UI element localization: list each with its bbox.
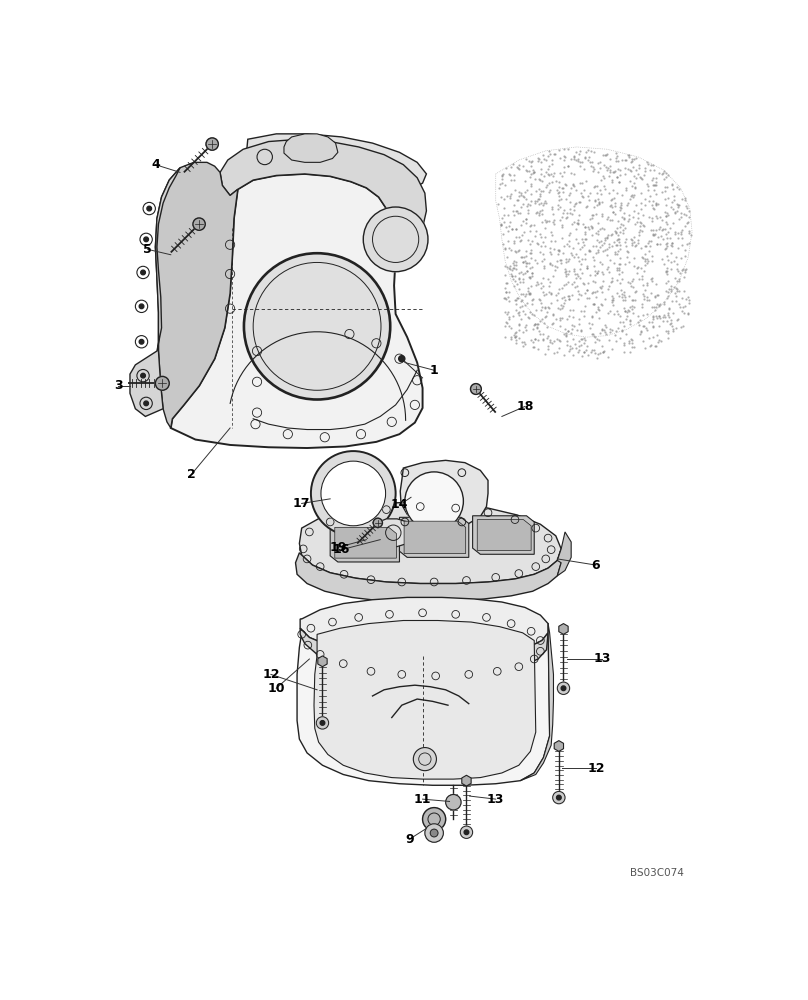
Text: 3: 3 [114,379,123,392]
Text: 18: 18 [516,400,533,413]
Text: 4: 4 [151,158,160,171]
Circle shape [405,472,463,530]
Circle shape [206,138,218,150]
Circle shape [562,686,566,691]
Polygon shape [297,619,549,785]
Circle shape [464,830,469,835]
Text: 13: 13 [487,793,504,806]
Circle shape [431,829,438,837]
Circle shape [557,795,562,800]
Text: 17: 17 [293,497,310,510]
Text: 12: 12 [587,762,604,775]
Circle shape [446,795,461,810]
Text: 9: 9 [405,833,414,846]
Text: 1: 1 [430,364,439,377]
Circle shape [558,682,570,694]
Circle shape [414,748,436,771]
Polygon shape [170,174,423,448]
Circle shape [141,270,145,275]
Polygon shape [404,521,465,554]
Circle shape [373,518,382,527]
Circle shape [553,791,565,804]
Circle shape [144,237,149,242]
Polygon shape [554,741,563,751]
Circle shape [423,808,446,831]
Circle shape [364,207,428,272]
Polygon shape [130,168,180,416]
Circle shape [316,717,329,729]
Circle shape [461,826,473,838]
Circle shape [425,824,444,842]
Circle shape [155,376,169,390]
Polygon shape [559,624,568,634]
Polygon shape [330,523,399,562]
Text: 11: 11 [414,793,431,806]
Polygon shape [318,656,327,667]
Polygon shape [335,527,397,558]
Text: 10: 10 [267,682,285,695]
Polygon shape [558,532,571,576]
Circle shape [193,218,205,230]
Polygon shape [400,460,488,527]
Circle shape [320,721,325,725]
Circle shape [144,401,149,406]
Circle shape [141,373,145,378]
Circle shape [139,304,144,309]
Polygon shape [520,624,553,781]
Text: BS03C074: BS03C074 [630,868,684,878]
Circle shape [311,451,396,536]
Polygon shape [300,628,548,676]
Circle shape [321,461,385,526]
Polygon shape [462,775,471,786]
Polygon shape [478,520,531,550]
Circle shape [244,253,390,400]
Text: 19: 19 [329,541,347,554]
Text: 13: 13 [593,652,611,666]
Circle shape [398,356,405,362]
Circle shape [147,206,152,211]
Polygon shape [238,134,427,203]
Text: 5: 5 [143,243,152,256]
Polygon shape [296,549,562,602]
Text: 16: 16 [333,543,351,556]
Polygon shape [314,620,536,779]
Text: 6: 6 [591,559,600,572]
Polygon shape [399,517,469,557]
Text: 14: 14 [391,498,408,512]
Polygon shape [155,162,238,428]
Polygon shape [220,139,427,232]
Polygon shape [473,516,534,554]
Text: 2: 2 [187,468,196,481]
Polygon shape [300,502,562,584]
Polygon shape [300,597,548,657]
Text: 12: 12 [262,668,280,681]
Circle shape [470,384,482,394]
Circle shape [139,339,144,344]
Polygon shape [374,519,413,547]
Polygon shape [284,134,338,162]
